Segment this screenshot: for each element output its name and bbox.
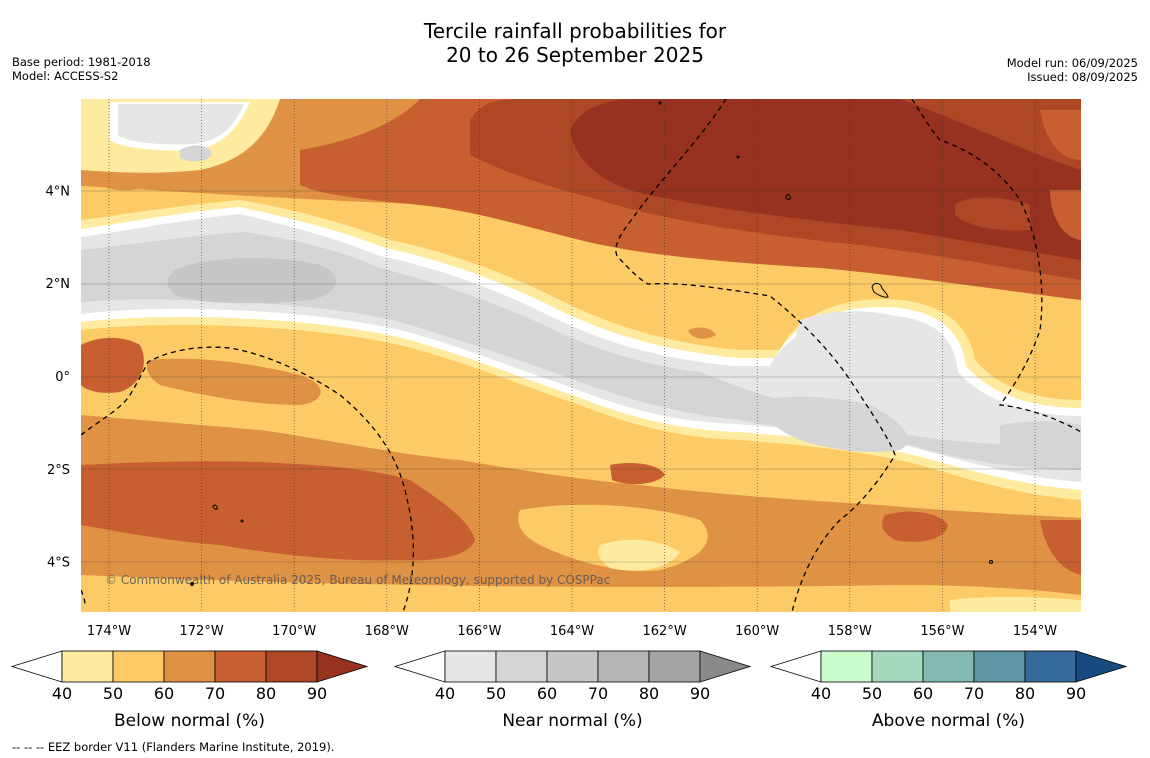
- meta-right: Model run: 06/09/2025 Issued: 08/09/2025: [1007, 56, 1138, 84]
- colorbar-segment: [163, 650, 216, 683]
- eez-border-west: [81, 346, 415, 612]
- title-line-1: Tercile rainfall probabilities for: [423, 19, 727, 43]
- colorbars: 40 50 60 70 80 90 Below normal (%) 40 50 60 70 80 90…: [10, 650, 1128, 731]
- colorbar-tick-label: 60: [537, 684, 557, 703]
- colorbar-tick-label: 90: [690, 684, 710, 703]
- colorbar-segment: [922, 650, 975, 683]
- island-outline: [785, 194, 791, 200]
- colorbar-segment: [820, 650, 873, 683]
- colorbar-segment: [597, 650, 650, 683]
- colorbar-segment: [214, 650, 267, 683]
- colorbar-segment: [495, 650, 548, 683]
- longitude-label: 174°W: [87, 624, 131, 639]
- colorbar-below-normal: 40 50 60 70 80 90 Below normal (%): [10, 650, 369, 731]
- colorbar-tick-label: 90: [1066, 684, 1086, 703]
- island-outline: [736, 155, 740, 159]
- latitude-label: 2°N: [46, 277, 71, 292]
- colorbar-low-extension: [769, 650, 822, 683]
- colorbar-title: Above normal (%): [872, 711, 1025, 731]
- latitude-labels: 4°N 2°N 0° 2°S 4°S: [46, 184, 71, 570]
- colorbar-low-extension: [10, 650, 63, 683]
- eez-border-east: [911, 99, 1081, 433]
- island-outline: [658, 101, 662, 105]
- longitude-label: 168°W: [365, 624, 409, 639]
- colorbar-segment: [1024, 650, 1077, 683]
- colorbar-tick-label: 50: [486, 684, 506, 703]
- colorbar-near-normal: 40 50 60 70 80 90 Near normal (%): [393, 650, 752, 731]
- meta-left: Base period: 1981-2018 Model: ACCESS-S2: [12, 55, 151, 83]
- eez-borders: [81, 99, 1081, 612]
- colorbar-tick-label: 70: [205, 684, 225, 703]
- longitude-label: 172°W: [180, 624, 224, 639]
- colorbar-title: Below normal (%): [114, 711, 265, 731]
- longitude-label: 162°W: [643, 624, 687, 639]
- colorbar-segment: [546, 650, 599, 683]
- eez-legend-note: -- -- -- EEZ border V11 (Flanders Marine…: [12, 740, 335, 754]
- eez-border-southwest: [81, 589, 86, 606]
- latitude-label: 2°S: [47, 463, 70, 478]
- colorbar-tick-label: 80: [1015, 684, 1035, 703]
- issued-text: Issued: 08/09/2025: [1027, 70, 1138, 84]
- colorbar-tick-label: 60: [913, 684, 933, 703]
- title-line-2: 20 to 26 September 2025: [446, 43, 704, 67]
- island-outline: [871, 282, 889, 298]
- graticule: [81, 190, 1081, 563]
- island-outline: [190, 582, 194, 586]
- colorbar-low-extension: [393, 650, 446, 683]
- colorbar-tick-label: 90: [307, 684, 327, 703]
- model-text: Model: ACCESS-S2: [12, 69, 119, 83]
- colorbar-segment: [444, 650, 497, 683]
- longitude-label: 160°W: [735, 624, 779, 639]
- longitude-label: 170°W: [272, 624, 316, 639]
- colorbar-segment: [871, 650, 924, 683]
- longitude-label: 154°W: [1013, 624, 1057, 639]
- colorbar-tick-label: 50: [862, 684, 882, 703]
- latitude-label: 0°: [55, 370, 70, 385]
- colorbar-high-extension: [316, 650, 369, 683]
- island-outline: [212, 504, 218, 510]
- probability-field: [81, 99, 1081, 612]
- longitude-label: 166°W: [457, 624, 501, 639]
- model-run-text: Model run: 06/09/2025: [1006, 56, 1138, 70]
- island-outline: [989, 560, 993, 564]
- latitude-label: 4°N: [46, 184, 71, 199]
- copyright-watermark: © Commonwealth of Australia 2025, Bureau…: [105, 573, 610, 587]
- latitude-label: 4°S: [47, 556, 70, 571]
- map-title: Tercile rainfall probabilities for 20 to…: [0, 19, 1150, 67]
- colorbar-tick-label: 40: [811, 684, 831, 703]
- colorbar-tick-label: 70: [964, 684, 984, 703]
- colorbar-high-extension: [699, 650, 752, 683]
- colorbar-tick-label: 40: [52, 684, 72, 703]
- colorbar-tick-label: 80: [256, 684, 276, 703]
- islands: [190, 101, 993, 586]
- colorbar-tick-label: 40: [435, 684, 455, 703]
- colorbar-segment: [648, 650, 701, 683]
- colorbar-above-normal: 40 50 60 70 80 90 Above normal (%): [769, 650, 1128, 731]
- longitude-label: 156°W: [920, 624, 964, 639]
- colorbar-title: Near normal (%): [502, 711, 642, 731]
- colorbar-tick-label: 60: [154, 684, 174, 703]
- colorbar-segment: [265, 650, 318, 683]
- longitude-label: 158°W: [828, 624, 872, 639]
- colorbar-segment: [112, 650, 165, 683]
- longitude-labels: 174°W 172°W 170°W 168°W 166°W 164°W 162°W 160°W…: [87, 624, 1057, 639]
- base-period-text: Base period: 1981-2018: [12, 55, 151, 69]
- colorbar-high-extension: [1075, 650, 1128, 683]
- colorbar-tick-label: 70: [588, 684, 608, 703]
- colorbar-tick-label: 80: [639, 684, 659, 703]
- longitude-label: 164°W: [550, 624, 594, 639]
- colorbar-segment: [973, 650, 1026, 683]
- colorbar-segment: [61, 650, 114, 683]
- colorbar-tick-label: 50: [103, 684, 123, 703]
- island-outline: [240, 519, 244, 523]
